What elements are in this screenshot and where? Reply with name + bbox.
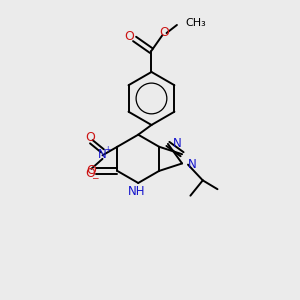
Text: N: N [188,158,196,171]
Text: N: N [173,137,182,150]
Text: −: − [91,173,98,182]
Text: CH₃: CH₃ [185,19,206,28]
Text: O: O [160,26,170,39]
Text: O: O [85,131,95,144]
Text: O: O [86,164,96,177]
Text: N: N [98,148,107,160]
Text: NH: NH [128,185,146,198]
Text: O: O [85,167,95,180]
Text: +: + [105,145,111,154]
Text: O: O [124,30,134,44]
